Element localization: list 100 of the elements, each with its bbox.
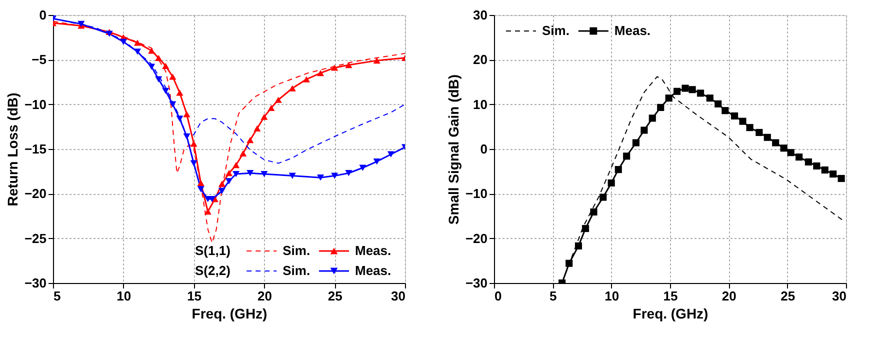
point <box>772 139 780 146</box>
point <box>665 94 672 102</box>
y-tick-label: 10 <box>473 96 488 112</box>
annotation: S(1,1) <box>195 243 230 258</box>
point <box>574 242 582 250</box>
point <box>722 107 729 114</box>
point <box>204 208 212 215</box>
x-tick-label: 20 <box>257 288 272 304</box>
point <box>566 260 573 267</box>
annotation: S(2,2) <box>195 263 230 278</box>
point <box>373 158 380 165</box>
point <box>288 172 296 179</box>
point <box>232 162 240 168</box>
y-tick-label: −25 <box>24 230 46 246</box>
point <box>197 180 204 186</box>
point <box>331 172 338 179</box>
x-tick-label: 5 <box>550 288 557 304</box>
point <box>614 166 622 174</box>
y-tick-label: −10 <box>465 186 488 202</box>
point <box>608 179 615 186</box>
point <box>688 86 696 94</box>
point <box>373 58 380 64</box>
point <box>288 85 296 92</box>
y-tick-label: −10 <box>24 96 46 112</box>
x-axis-title: Freq. (GHz) <box>632 306 708 322</box>
point <box>696 90 704 97</box>
point <box>316 70 324 76</box>
point <box>134 48 142 55</box>
legend-label: Meas. <box>355 243 392 258</box>
point <box>225 178 233 184</box>
x-tick-label: 25 <box>780 288 796 304</box>
point <box>254 125 261 132</box>
point <box>162 62 170 69</box>
point <box>387 151 394 158</box>
x-axis-title: Freq. (GHz) <box>192 306 268 322</box>
point <box>197 186 204 192</box>
x-tick-label: 25 <box>328 288 342 304</box>
point <box>148 64 156 70</box>
point <box>148 48 156 54</box>
legend-label: Sim. <box>542 23 570 38</box>
point <box>218 188 226 194</box>
x-tick-label: 15 <box>187 288 202 304</box>
point <box>274 96 282 103</box>
x-tick-label: 30 <box>832 288 846 304</box>
point <box>331 64 338 71</box>
point <box>218 180 226 187</box>
point <box>764 134 771 141</box>
y-axis-title: Small Signal Gain (dB) <box>445 74 462 225</box>
legend-label: Meas. <box>355 263 392 278</box>
y-tick-label: 30 <box>473 8 488 22</box>
point <box>316 174 324 181</box>
y-tick-label: −30 <box>465 276 488 290</box>
point <box>345 62 352 68</box>
point <box>674 88 681 95</box>
point <box>176 90 184 96</box>
y-tick-label: 0 <box>39 8 46 22</box>
point <box>590 208 598 216</box>
x-tick-label: 10 <box>604 288 620 304</box>
point <box>714 100 722 108</box>
legend-label: Sim. <box>282 263 310 278</box>
x-tick-label: 15 <box>663 288 678 304</box>
point <box>739 118 746 125</box>
y-tick-label: −5 <box>32 52 46 68</box>
point <box>246 137 254 144</box>
point <box>706 94 714 102</box>
point <box>730 112 738 120</box>
point <box>155 54 162 61</box>
point <box>582 224 590 232</box>
legend-label: Sim. <box>282 243 310 258</box>
point <box>240 150 247 157</box>
y-tick-label: −30 <box>24 276 46 290</box>
point <box>632 139 640 146</box>
point <box>345 170 352 176</box>
x-tick-label: 0 <box>494 288 502 304</box>
point <box>813 162 820 170</box>
point <box>169 101 176 108</box>
point <box>155 76 162 82</box>
point <box>623 152 630 160</box>
point <box>260 114 268 120</box>
point <box>169 74 176 80</box>
point <box>780 144 788 152</box>
point <box>246 170 254 176</box>
y-tick-label: 20 <box>473 52 488 68</box>
x-tick-label: 10 <box>116 288 132 304</box>
point <box>232 170 240 178</box>
y-axis-title: Return Loss (dB) <box>4 92 20 206</box>
point <box>359 164 366 171</box>
y-tick-label: 0 <box>480 142 488 156</box>
point <box>268 104 275 111</box>
point <box>796 154 803 161</box>
point <box>838 174 845 182</box>
point <box>134 40 142 46</box>
point <box>804 158 812 166</box>
point <box>225 170 233 176</box>
point <box>600 194 607 201</box>
point <box>183 111 190 118</box>
y-tick-label: −20 <box>465 230 488 246</box>
y-tick-label: −15 <box>24 142 46 156</box>
point <box>162 88 170 94</box>
point <box>640 126 648 134</box>
